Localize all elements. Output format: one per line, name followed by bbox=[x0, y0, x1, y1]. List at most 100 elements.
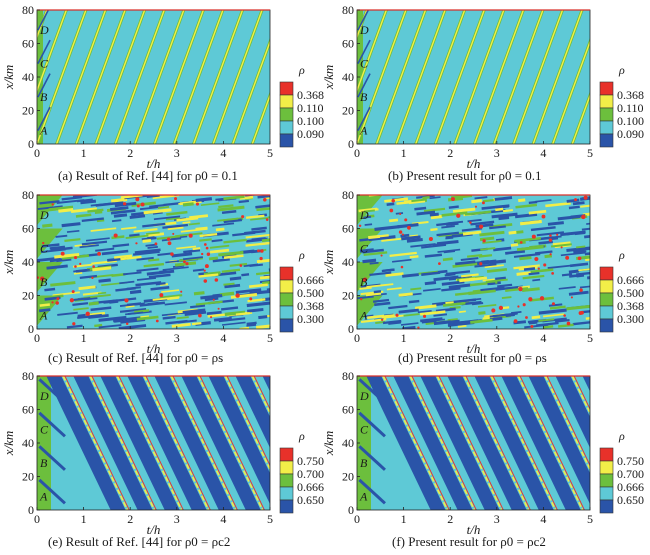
x-tick-label: 4 bbox=[220, 512, 226, 526]
density-dot bbox=[528, 297, 533, 302]
density-stripe bbox=[134, 10, 185, 144]
density-stripe bbox=[37, 10, 87, 144]
density-stripe bbox=[118, 376, 184, 510]
density-dot bbox=[167, 241, 172, 246]
density-streak bbox=[220, 306, 239, 311]
x-tick-label: 2 bbox=[127, 146, 133, 160]
y-axis-label: x/km bbox=[1, 250, 16, 276]
density-streak bbox=[245, 214, 265, 219]
legend-value: 0.666 bbox=[617, 480, 644, 494]
x-tick-label: 1 bbox=[401, 331, 407, 345]
region-label-d: D bbox=[359, 389, 369, 403]
x-tick-label: 3 bbox=[174, 146, 180, 160]
density-dot bbox=[205, 246, 209, 250]
density-stripe bbox=[55, 10, 107, 144]
density-streak bbox=[505, 249, 526, 255]
legend-value: 0.300 bbox=[617, 312, 644, 326]
y-tick-label: 0 bbox=[28, 503, 34, 517]
density-streak bbox=[495, 276, 507, 281]
density-streak bbox=[171, 252, 193, 258]
density-stripe bbox=[143, 376, 210, 510]
density-streak bbox=[568, 205, 580, 210]
density-streak bbox=[480, 286, 505, 292]
density-dot bbox=[531, 234, 536, 239]
density-stripe bbox=[473, 10, 525, 144]
density-streak bbox=[142, 238, 152, 243]
density-streak bbox=[64, 238, 81, 242]
density-streak bbox=[518, 198, 526, 203]
density-dot bbox=[534, 256, 539, 262]
density-streak bbox=[561, 273, 573, 277]
density-streak bbox=[178, 256, 203, 262]
density-streak bbox=[586, 276, 590, 280]
x-axis-label: t/h bbox=[467, 522, 481, 537]
density-dot bbox=[135, 197, 140, 202]
density-band bbox=[366, 376, 446, 510]
density-band bbox=[555, 376, 590, 448]
density-streak bbox=[175, 232, 203, 238]
density-streak bbox=[538, 308, 567, 315]
density-streak bbox=[224, 310, 246, 316]
density-streak bbox=[519, 219, 542, 226]
density-band bbox=[358, 378, 386, 404]
region-label-d: D bbox=[39, 208, 49, 222]
density-streak bbox=[364, 223, 373, 226]
density-streak bbox=[362, 258, 377, 264]
density-streak bbox=[482, 199, 494, 203]
density-band bbox=[358, 445, 386, 471]
density-streak bbox=[255, 204, 270, 209]
density-streak bbox=[411, 198, 428, 204]
density-streak bbox=[139, 206, 159, 211]
density-streak bbox=[245, 241, 270, 247]
density-streak bbox=[495, 205, 509, 209]
density-streak bbox=[455, 260, 476, 266]
density-streak bbox=[381, 268, 395, 273]
density-streak bbox=[55, 234, 68, 238]
density-streak bbox=[532, 278, 541, 282]
density-dot bbox=[398, 230, 403, 234]
density-streak bbox=[437, 248, 461, 253]
legend-value: 0.110 bbox=[617, 101, 644, 115]
density-streak bbox=[199, 233, 218, 238]
density-streak bbox=[125, 311, 144, 316]
density-stripe bbox=[173, 10, 224, 144]
density-streak bbox=[142, 222, 166, 228]
legend-swatch bbox=[599, 133, 614, 148]
density-dot bbox=[565, 255, 570, 260]
density-streak bbox=[200, 294, 223, 300]
density-streak bbox=[150, 286, 170, 291]
density-dot bbox=[51, 301, 54, 304]
x-tick-label: 2 bbox=[127, 331, 133, 345]
density-stripe bbox=[454, 10, 505, 144]
density-dot bbox=[404, 218, 408, 222]
density-streak bbox=[572, 321, 590, 326]
density-streak bbox=[433, 275, 459, 282]
density-band bbox=[181, 376, 261, 510]
legend-swatch bbox=[599, 279, 614, 294]
density-band bbox=[358, 411, 386, 438]
density-streak bbox=[101, 249, 129, 256]
density-dot bbox=[407, 225, 411, 230]
density-streak bbox=[125, 234, 149, 239]
density-streak bbox=[204, 297, 219, 302]
density-stripe bbox=[519, 376, 585, 510]
density-dot bbox=[556, 233, 559, 236]
density-streak bbox=[79, 274, 98, 279]
density-dot bbox=[185, 262, 189, 266]
density-streak bbox=[474, 263, 497, 268]
x-tick-label: 4 bbox=[220, 146, 226, 160]
density-dot bbox=[72, 322, 76, 326]
density-dot bbox=[155, 319, 159, 323]
density-streak bbox=[229, 276, 242, 281]
density-streak bbox=[249, 289, 270, 296]
density-band bbox=[358, 478, 386, 505]
density-stripe bbox=[153, 10, 205, 144]
density-streak bbox=[111, 219, 122, 223]
density-dot bbox=[537, 267, 540, 270]
density-dot bbox=[203, 279, 208, 283]
density-streak bbox=[229, 262, 248, 267]
density-streak bbox=[528, 271, 540, 276]
density-streak bbox=[489, 312, 518, 318]
density-dot bbox=[548, 238, 553, 242]
legend-swatch bbox=[279, 499, 294, 514]
